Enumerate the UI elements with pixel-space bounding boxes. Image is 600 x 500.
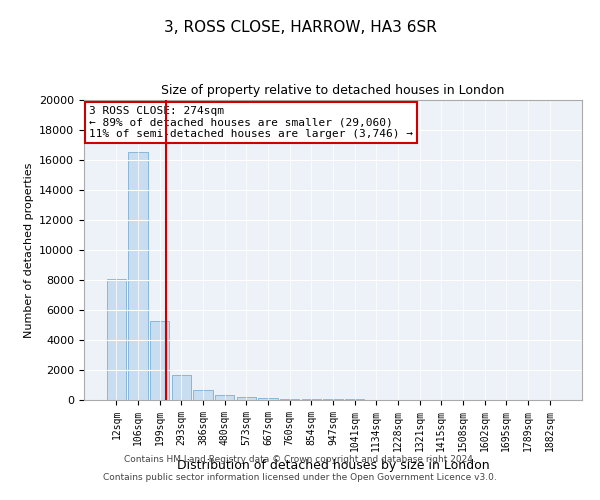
Text: Contains public sector information licensed under the Open Government Licence v3: Contains public sector information licen… <box>103 473 497 482</box>
Text: Contains HM Land Registry data © Crown copyright and database right 2024.: Contains HM Land Registry data © Crown c… <box>124 456 476 464</box>
X-axis label: Distribution of detached houses by size in London: Distribution of detached houses by size … <box>176 459 490 472</box>
Bar <box>107 278 126 400</box>
Bar <box>236 397 256 400</box>
Bar <box>193 390 213 400</box>
Bar <box>280 399 299 400</box>
Bar <box>172 374 191 400</box>
Title: Size of property relative to detached houses in London: Size of property relative to detached ho… <box>161 84 505 98</box>
Text: 3 ROSS CLOSE: 274sqm
← 89% of detached houses are smaller (29,060)
11% of semi-d: 3 ROSS CLOSE: 274sqm ← 89% of detached h… <box>89 106 413 139</box>
Bar <box>302 399 321 400</box>
Bar <box>215 395 235 400</box>
Y-axis label: Number of detached properties: Number of detached properties <box>23 162 34 338</box>
Bar <box>258 398 278 400</box>
Bar <box>128 152 148 400</box>
Text: 3, ROSS CLOSE, HARROW, HA3 6SR: 3, ROSS CLOSE, HARROW, HA3 6SR <box>164 20 436 36</box>
Bar <box>150 320 169 400</box>
